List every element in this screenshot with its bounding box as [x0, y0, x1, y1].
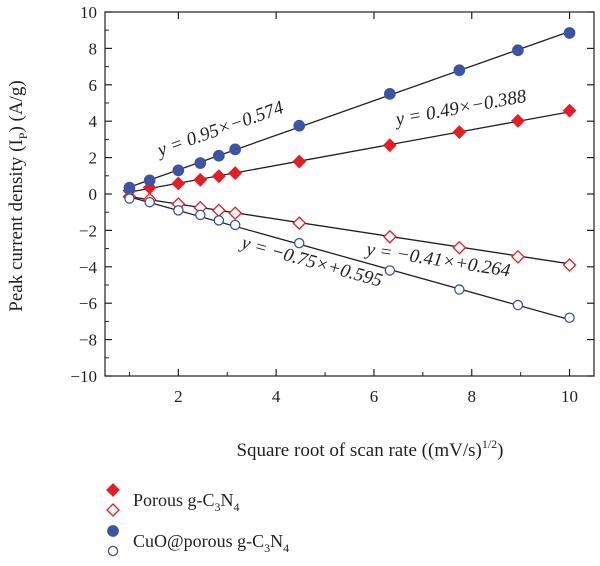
y-tick-label: −10 [70, 367, 97, 386]
plot-frame [104, 11, 595, 377]
data-point [564, 312, 575, 324]
x-tick-label: 6 [370, 387, 379, 406]
data-point [512, 44, 524, 57]
data-point [213, 215, 225, 226]
data-point [562, 258, 577, 272]
data-point [454, 284, 465, 295]
y-tick-label: 4 [89, 112, 98, 131]
data-points [122, 27, 577, 324]
data-point [452, 240, 467, 255]
legend-marker [106, 503, 120, 517]
data-point [228, 166, 243, 180]
data-point [510, 249, 525, 264]
y-tick-label: 0 [89, 185, 98, 204]
legend-label: Porous g-C3N4 [133, 490, 240, 514]
y-axis: −10 −8 −6 −4 −2 0 2 4 6 8 10 [70, 3, 594, 386]
data-point [144, 196, 155, 208]
data-point [173, 205, 184, 216]
data-point [123, 181, 136, 194]
data-point [194, 157, 207, 169]
data-point [292, 216, 307, 231]
data-point [563, 27, 576, 39]
y-tick-label: −8 [79, 331, 97, 350]
legend-marker [107, 525, 119, 537]
y-tick-label: 10 [80, 3, 97, 22]
y-tick-label: −4 [79, 258, 98, 277]
legend-marker [106, 483, 120, 497]
y-axis-title: Peak current density (IP) (A/g) [6, 80, 30, 311]
legend-marker [107, 545, 119, 557]
data-point [211, 203, 226, 218]
data-point [171, 176, 186, 191]
y-tick-label: 2 [89, 149, 98, 168]
data-point [510, 113, 525, 128]
y-tick-label: 8 [89, 39, 98, 58]
data-point [382, 229, 397, 244]
x-tick-label: 4 [272, 387, 281, 406]
data-point [512, 299, 524, 311]
x-tick-label: 8 [468, 387, 477, 406]
y-tick-label: 6 [89, 76, 98, 95]
data-point [384, 265, 396, 276]
data-point [211, 169, 226, 184]
y-tick-label: −6 [79, 294, 97, 313]
data-point [229, 219, 241, 231]
data-point [193, 172, 208, 187]
x-axis: 2 4 6 8 10 [128, 12, 578, 406]
data-point [292, 154, 307, 169]
data-point [293, 119, 306, 132]
data-point [172, 164, 185, 177]
legend: Porous g-C3N4 CuO@porous g-C3N4 [106, 483, 289, 557]
legend-label: CuO@porous g-C3N4 [133, 531, 289, 555]
data-point [143, 174, 156, 187]
x-tick-label: 10 [561, 387, 578, 406]
data-point [195, 209, 206, 221]
data-point [212, 149, 225, 162]
data-point [293, 237, 305, 249]
equation-label: y = 0.49×−0.388 [392, 86, 528, 131]
data-point [452, 125, 467, 140]
equation-label: y = −0.41×+0.264 [363, 239, 512, 282]
data-point [383, 88, 396, 100]
data-point [562, 103, 577, 118]
plot-border [104, 11, 595, 377]
x-axis-title: Square root of scan rate ((mV/s)1/2) [236, 437, 503, 461]
y-tick-label: −2 [79, 221, 97, 240]
data-point [228, 206, 243, 221]
data-point [453, 64, 466, 77]
data-point [229, 143, 242, 156]
data-point [382, 138, 397, 153]
x-tick-label: 2 [174, 387, 183, 406]
data-point [124, 193, 135, 204]
